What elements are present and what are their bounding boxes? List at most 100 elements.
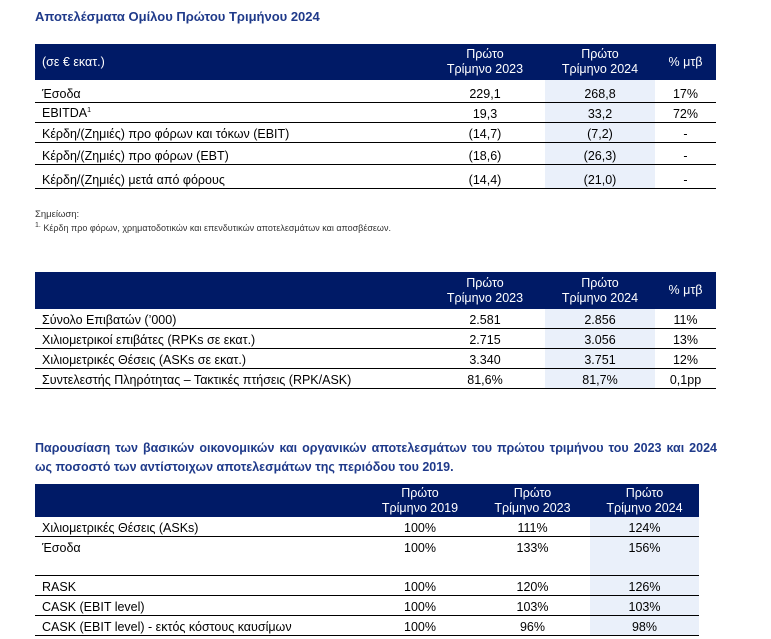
cell-value: 120%	[475, 575, 590, 596]
column-header-q1-2023: Πρώτο Τρίμηνο 2023	[475, 484, 590, 517]
header-line: Τρίμηνο 2023	[446, 290, 524, 305]
table-header-row: (σε € εκατ.) Πρώτο Τρίμηνο 2023 Πρώτο Τρ…	[35, 44, 716, 80]
table-row: Έσοδα 229,1 268,8 17%	[35, 80, 716, 103]
cell-value: (18,6)	[425, 142, 545, 165]
cell-value: (14,7)	[425, 122, 545, 143]
row-label: Χιλιομετρικοί επιβάτες (RPKs σε εκατ.)	[35, 328, 425, 349]
cell-value: 96%	[475, 615, 590, 636]
header-line: Τρίμηνο 2024	[561, 290, 639, 305]
column-header-yoy: % μτβ	[655, 44, 716, 80]
cell-value: 12%	[655, 348, 716, 369]
cell-value: 33,2	[545, 102, 655, 123]
column-header-q1-2024: Πρώτο Τρίμηνο 2024	[545, 44, 655, 80]
cell-value: -	[655, 164, 716, 189]
cell-value: 100%	[365, 595, 475, 616]
header-line: Πρώτο	[625, 485, 664, 500]
cell-value: 3.340	[425, 348, 545, 369]
table-row: Χιλιομετρικές Θέσεις (ASKs) 100% 111% 12…	[35, 517, 699, 537]
column-header-q1-2023: Πρώτο Τρίμηνο 2023	[425, 272, 545, 309]
row-label: Κέρδη/(Ζημιές) προ φόρων και τόκων (EBIT…	[35, 122, 425, 143]
cell-value: 268,8	[545, 80, 655, 103]
row-label: RASK	[35, 575, 365, 596]
table-row: Χιλιομετρικοί επιβάτες (RPKs σε εκατ.) 2…	[35, 328, 716, 349]
cell-value: 72%	[655, 102, 716, 123]
table-row: CASK (EBIT level) 100% 103% 103%	[35, 595, 699, 616]
cell-value: 13%	[655, 328, 716, 349]
column-header-blank	[35, 484, 365, 517]
cell-value: 2.856	[545, 309, 655, 329]
cell-value: 19,3	[425, 102, 545, 123]
table-row: Κέρδη/(Ζημιές) μετά από φόρους (14,4) (2…	[35, 164, 716, 189]
spacer-cell	[365, 556, 475, 576]
row-label: Κέρδη/(Ζημιές) μετά από φόρους	[35, 164, 425, 189]
column-header-unit: (σε € εκατ.)	[35, 44, 425, 80]
comparison-paragraph: Παρουσίαση των βασικών οικονομικών και ο…	[35, 441, 717, 474]
table-header-row: Πρώτο Τρίμηνο 2019 Πρώτο Τρίμηνο 2023 Πρ…	[35, 484, 699, 517]
table-row: EBITDA1 19,3 33,2 72%	[35, 102, 716, 123]
column-header-blank	[35, 272, 425, 309]
header-line: Πρώτο	[581, 275, 619, 290]
header-line: Τρίμηνο 2023	[494, 500, 571, 515]
header-line: Πρώτο	[513, 485, 552, 500]
cell-value: -	[655, 122, 716, 143]
header-line: Πρώτο	[401, 485, 439, 500]
footnote-text: Κέρδη προ φόρων, χρηματοδοτικών και επεν…	[43, 223, 391, 233]
header-line: Τρίμηνο 2019	[381, 500, 459, 515]
cell-value: 11%	[655, 309, 716, 329]
cell-value: 100%	[365, 575, 475, 596]
footnote-marker: 1	[87, 107, 92, 115]
comparison-2019-table: Πρώτο Τρίμηνο 2019 Πρώτο Τρίμηνο 2023 Πρ…	[35, 484, 699, 636]
spacer-cell	[590, 556, 699, 576]
spacer-cell	[35, 556, 365, 576]
cell-value: (26,3)	[545, 142, 655, 165]
cell-value: 103%	[475, 595, 590, 616]
column-header-q1-2023: Πρώτο Τρίμηνο 2023	[425, 44, 545, 80]
cell-value: (21,0)	[545, 164, 655, 189]
table-row: RASK 100% 120% 126%	[35, 575, 699, 596]
row-label: Έσοδα	[42, 541, 81, 555]
cell-value: 126%	[590, 575, 699, 596]
row-label: CASK (EBIT level)	[35, 595, 365, 616]
header-line: Τρίμηνο 2023	[446, 62, 524, 76]
row-label: EBITDA1	[35, 102, 425, 123]
header-line: Πρώτο	[466, 47, 504, 61]
column-header-q1-2019: Πρώτο Τρίμηνο 2019	[365, 484, 475, 517]
cell-value: 124%	[590, 517, 699, 537]
row-label: Χιλιομετρικές Θέσεις (ASKs)	[35, 517, 365, 537]
table-row: Σύνολο Επιβατών (’000) 2.581 2.856 11%	[35, 309, 716, 329]
cell-value: (7,2)	[545, 122, 655, 143]
cell-value: 3.056	[545, 328, 655, 349]
table-row: Κέρδη/(Ζημιές) προ φόρων (EBT) (18,6) (2…	[35, 142, 716, 165]
footnote-marker: 1.	[35, 222, 41, 229]
spacer-row	[35, 556, 699, 576]
column-header-q1-2024: Πρώτο Τρίμηνο 2024	[545, 272, 655, 309]
column-header-yoy: % μτβ	[655, 272, 716, 309]
row-label: Σύνολο Επιβατών (’000)	[35, 309, 425, 329]
row-label: Έσοδα	[35, 80, 425, 103]
cell-value: 100%	[365, 615, 475, 636]
cell-value: 111%	[475, 517, 590, 537]
note-heading: Σημείωση:	[35, 209, 80, 220]
row-label: CASK (EBIT level) - εκτός κόστους καυσίμ…	[35, 615, 365, 636]
table-row: CASK (EBIT level) - εκτός κόστους καυσίμ…	[35, 615, 699, 636]
spacer-cell	[475, 556, 590, 576]
cell-value: 3.751	[545, 348, 655, 369]
table-header-row: Πρώτο Τρίμηνο 2023 Πρώτο Τρίμηνο 2024 % …	[35, 272, 716, 309]
cell-value: 81,7%	[545, 368, 655, 389]
header-line: Τρίμηνο 2024	[606, 500, 683, 515]
cell-value: 100%	[404, 541, 436, 555]
cell-value: 103%	[590, 595, 699, 616]
row-label: Συντελεστής Πληρότητας – Τακτικές πτήσει…	[35, 368, 425, 389]
cell-value: 2.715	[425, 328, 545, 349]
cell-value: 17%	[655, 80, 716, 103]
group-results-table: (σε € εκατ.) Πρώτο Τρίμηνο 2023 Πρώτο Τρ…	[35, 44, 716, 189]
cell-value: 100%	[365, 517, 475, 537]
row-label: Κέρδη/(Ζημιές) προ φόρων (EBT)	[35, 142, 425, 165]
cell-value: 156%	[590, 536, 699, 556]
page-title: Αποτελέσματα Ομίλου Πρώτου Τριμήνου 2024	[35, 9, 320, 24]
cell-value: 2.581	[425, 309, 545, 329]
cell-value: 229,1	[425, 80, 545, 103]
table-row: Χιλιομετρικές Θέσεις (ASKs σε εκατ.) 3.3…	[35, 348, 716, 369]
cell-value: -	[655, 142, 716, 165]
row-label: Χιλιομετρικές Θέσεις (ASKs σε εκατ.)	[35, 348, 425, 369]
